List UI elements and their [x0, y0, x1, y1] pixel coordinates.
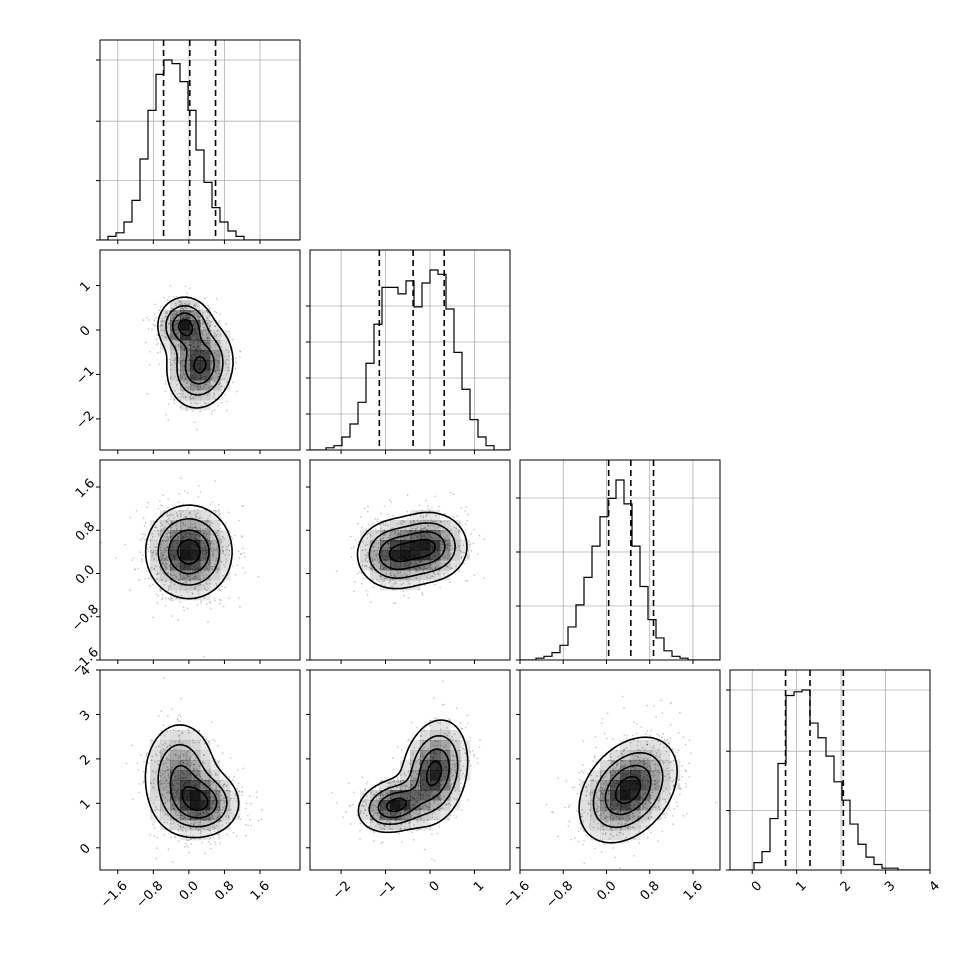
y-tick-label-1-2: 0: [77, 323, 93, 339]
y-tick-label-1-0: −2: [73, 408, 97, 432]
y-tick-label-2-3: 0.8: [73, 519, 98, 544]
panel-2-3: [545, 695, 717, 869]
contour-1-3-0: [357, 719, 469, 834]
x-tick-label-1-1: −1: [374, 878, 398, 902]
x-tick-label-1-3: 1: [471, 878, 487, 894]
contour-0-2-3: [176, 539, 201, 565]
contour-1-3-2: [377, 748, 450, 819]
contour-1-3-1: [368, 735, 459, 825]
y-tick-label-2-2: 0.0: [73, 562, 98, 587]
axes-frame-0-2: [99, 459, 301, 661]
contour-1-3-3: [385, 760, 443, 813]
panel-1-2: [335, 491, 486, 605]
x-tick-label-3-0: 0: [749, 878, 765, 894]
axes-frame-0-0: [99, 39, 301, 241]
axes-frame-2-3: [519, 669, 721, 871]
x-tick-label-2-3: 0.8: [638, 878, 663, 903]
contour-0-2-2: [167, 529, 210, 575]
contour-0-1-0: [157, 296, 234, 409]
histogram-3: [730, 689, 930, 870]
panel-0-2: [100, 477, 260, 658]
histogram-0: [100, 59, 300, 240]
contour-1-2-1: [368, 522, 456, 579]
x-tick-label-0-3: 0.8: [212, 878, 237, 903]
y-tick-label-2-1: −0.8: [69, 602, 102, 635]
y-tick-label-3-1: 1: [77, 797, 93, 813]
x-tick-label-1-2: 0: [427, 878, 443, 894]
axes-frame-2-2: [519, 459, 721, 661]
contour-0-3-1: [157, 743, 228, 828]
axes-frame-1-2: [309, 459, 511, 661]
contour-0-3-3: [181, 786, 209, 812]
contour-2-3-0: [578, 736, 678, 844]
contour-0-2-1: [157, 518, 221, 586]
histogram-2: [520, 479, 720, 660]
x-tick-label-3-1: 1: [793, 878, 809, 894]
contour-1-2-2: [378, 530, 446, 571]
x-tick-label-3-2: 2: [838, 878, 854, 894]
x-tick-label-3-4: 4: [927, 878, 943, 894]
axes-frame-1-3: [309, 669, 511, 871]
y-tick-label-3-2: 2: [77, 752, 93, 768]
y-tick-label-3-3: 3: [77, 708, 93, 724]
x-tick-label-3-3: 3: [882, 878, 898, 894]
x-tick-label-2-2: 0.0: [594, 878, 619, 903]
axes-frame-3-3: [729, 669, 931, 871]
x-tick-label-2-1: −0.8: [543, 878, 576, 911]
contour-0-3-2: [169, 764, 218, 819]
x-tick-label-0-4: 1.6: [248, 878, 273, 903]
panel-0-3: [125, 677, 263, 863]
contour-0-1-1: [165, 305, 224, 396]
histogram-1: [310, 269, 510, 450]
contour-0-3-0: [144, 724, 240, 839]
axes-frame-0-3: [99, 669, 301, 871]
contour-2-3-3: [614, 775, 642, 805]
axes-frame-0-1: [99, 249, 301, 451]
axes-frame-1-1: [309, 249, 511, 451]
x-tick-label-0-1: −0.8: [133, 878, 166, 911]
contour-0-1-3: [177, 318, 207, 374]
contour-1-2-3: [388, 538, 436, 563]
x-tick-label-2-4: 1.6: [681, 878, 706, 903]
contour-1-2-0: [356, 511, 468, 590]
panel-0-1: [142, 285, 242, 431]
contour-2-3-1: [592, 751, 664, 829]
x-tick-label-1-0: −2: [330, 878, 354, 902]
y-tick-label-1-1: −1: [73, 364, 97, 388]
contour-0-2-0: [144, 504, 233, 600]
y-tick-label-3-0: 0: [77, 841, 93, 857]
panel-1-3: [331, 680, 481, 862]
x-tick-label-0-2: 0.0: [177, 878, 202, 903]
contour-0-1-2: [171, 312, 215, 385]
contour-2-3-2: [604, 764, 652, 816]
y-tick-label-2-4: 1.6: [73, 476, 98, 501]
y-tick-label-1-3: 1: [77, 279, 93, 295]
x-tick-label-0-0: −1.6: [98, 878, 131, 911]
x-tick-label-2-0: −1.6: [500, 878, 533, 911]
